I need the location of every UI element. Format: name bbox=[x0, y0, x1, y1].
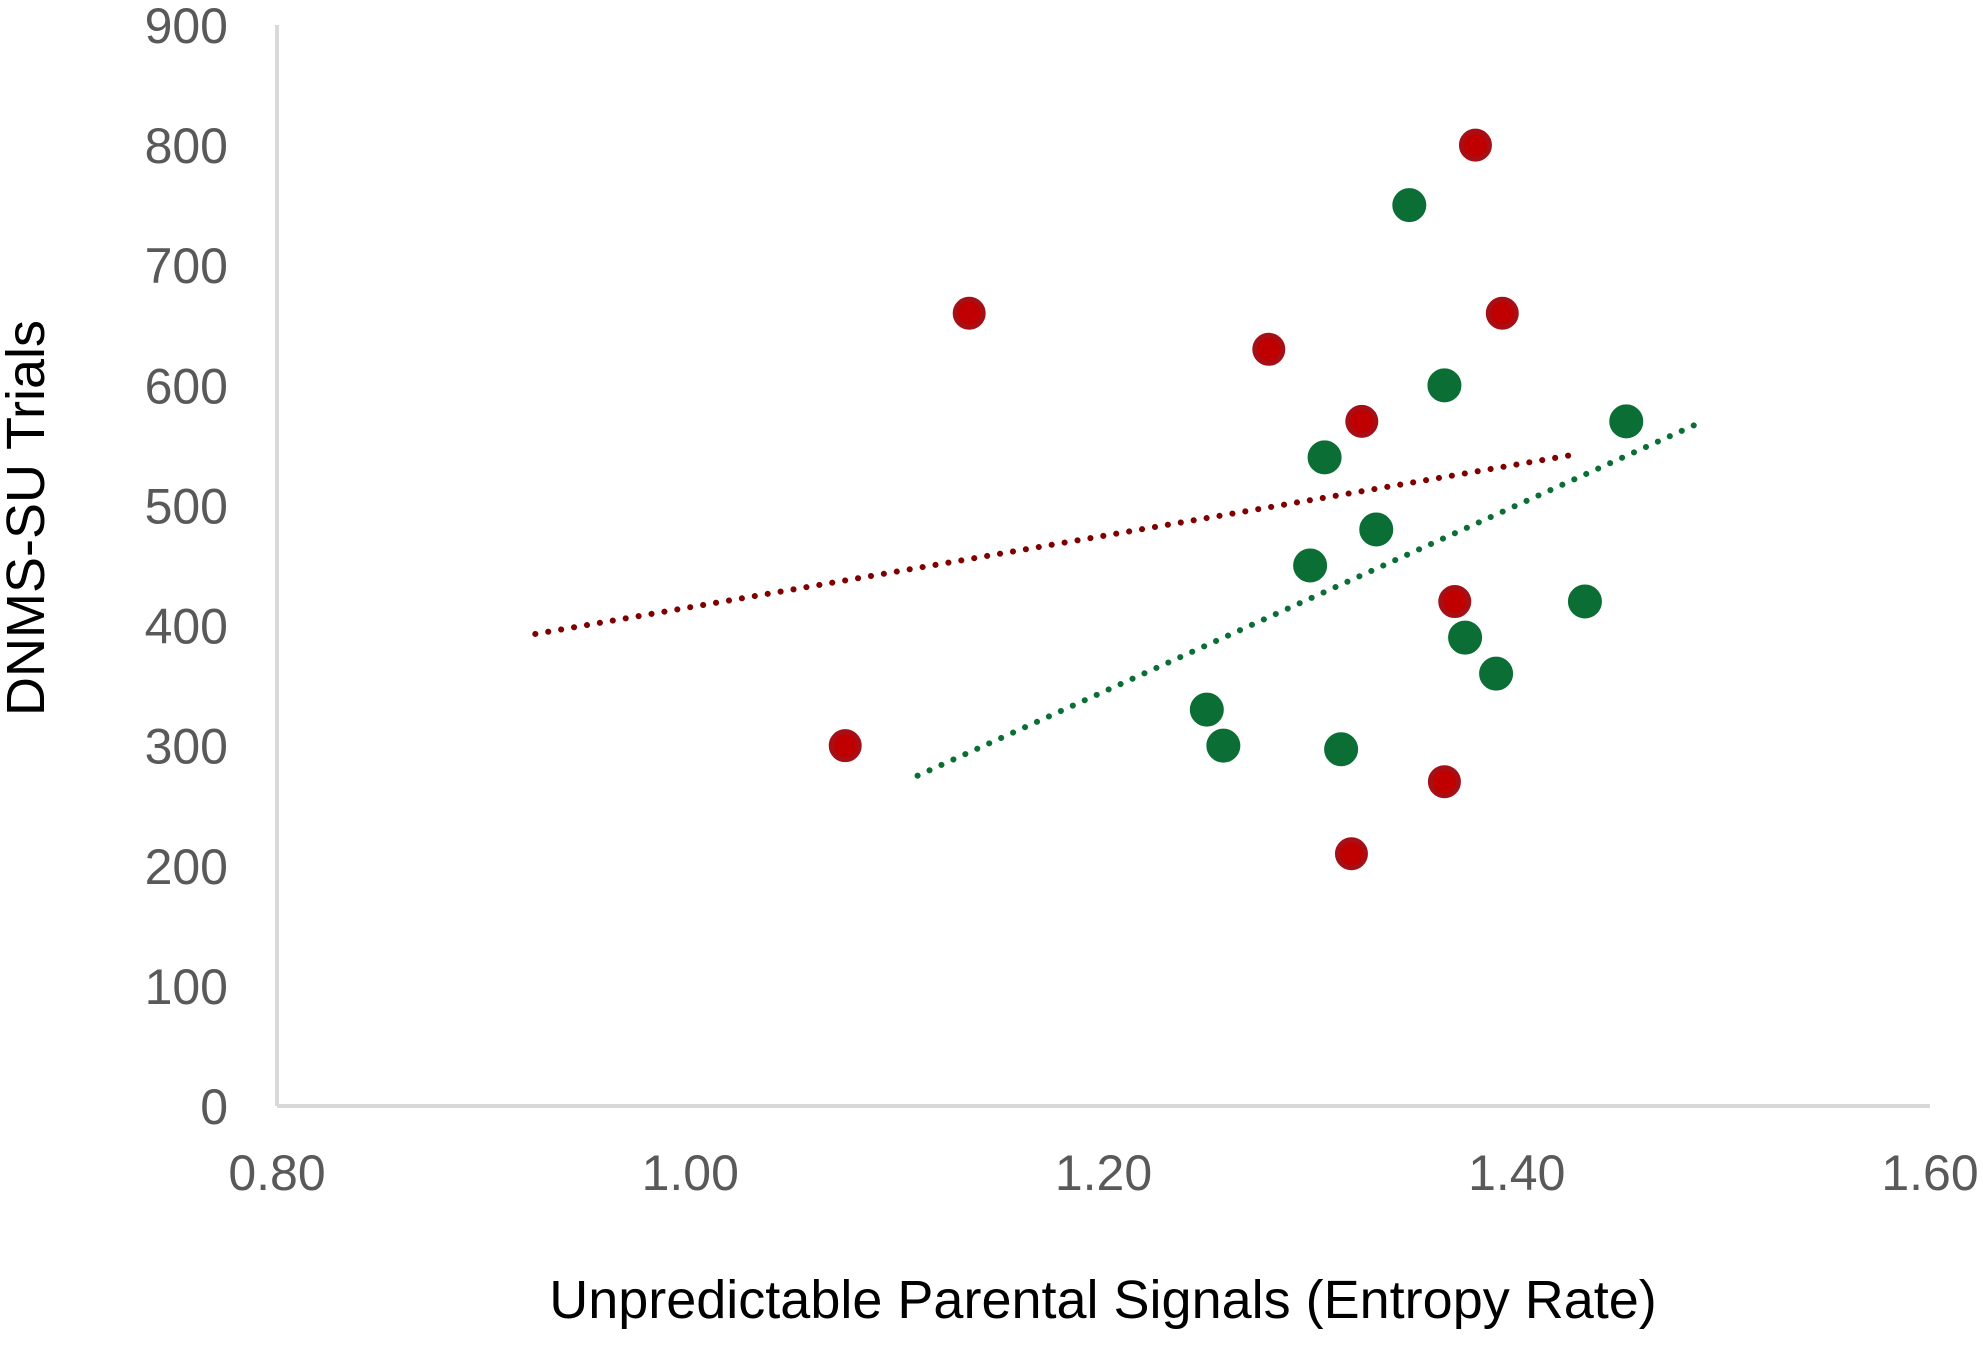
red-data-point bbox=[1345, 404, 1379, 438]
green-data-point bbox=[1307, 440, 1342, 475]
axes bbox=[275, 25, 1930, 1108]
y-tick-label: 500 bbox=[145, 478, 228, 534]
x-tick-label: 1.00 bbox=[642, 1145, 739, 1201]
y-tick-label: 300 bbox=[145, 719, 228, 775]
red-trendline bbox=[532, 450, 1582, 637]
x-tick-label: 1.20 bbox=[1055, 1145, 1152, 1201]
y-tick-label: 700 bbox=[145, 238, 228, 294]
green-data-point bbox=[1448, 620, 1483, 655]
red-data-point bbox=[1427, 765, 1461, 799]
green-data-point bbox=[1427, 368, 1462, 403]
green-data-point bbox=[1567, 584, 1602, 619]
trendlines bbox=[532, 418, 1706, 779]
green-data-point bbox=[1206, 728, 1241, 763]
green-data-point bbox=[1392, 188, 1427, 223]
y-axis-title: DNMS-SU Trials bbox=[0, 320, 56, 716]
green-data-point bbox=[1324, 732, 1359, 767]
green-data-point bbox=[1189, 692, 1224, 727]
x-tick-labels: 0.80 1.00 1.20 1.40 1.60 bbox=[228, 1145, 1978, 1201]
y-tick-label: 600 bbox=[145, 358, 228, 414]
y-tick-label: 400 bbox=[145, 599, 228, 655]
y-tick-label: 100 bbox=[145, 959, 228, 1015]
red-data-point bbox=[1438, 585, 1472, 619]
green-data-point bbox=[1359, 512, 1394, 547]
y-tick-label: 900 bbox=[145, 0, 228, 54]
red-data-point bbox=[1334, 837, 1368, 871]
red-data-point bbox=[1485, 296, 1519, 330]
red-data-point bbox=[1252, 332, 1286, 366]
red-data-point bbox=[1458, 128, 1492, 162]
y-tick-label: 800 bbox=[145, 118, 228, 174]
x-tick-label: 1.40 bbox=[1468, 1145, 1565, 1201]
y-tick-label: 0 bbox=[200, 1079, 228, 1135]
y-tick-labels: 0 100 200 300 400 500 600 700 800 900 bbox=[145, 0, 228, 1135]
x-tick-label: 0.80 bbox=[228, 1145, 325, 1201]
green-data-point bbox=[1609, 404, 1644, 439]
green-data-point bbox=[1479, 656, 1514, 691]
x-tick-label: 1.60 bbox=[1881, 1145, 1978, 1201]
data-points bbox=[828, 128, 1644, 871]
x-axis-title: Unpredictable Parental Signals (Entropy … bbox=[549, 1270, 1657, 1330]
red-data-point bbox=[828, 729, 862, 763]
y-tick-label: 200 bbox=[145, 839, 228, 895]
red-data-point bbox=[952, 296, 986, 330]
green-trendline bbox=[914, 418, 1706, 779]
green-data-point bbox=[1293, 548, 1328, 583]
